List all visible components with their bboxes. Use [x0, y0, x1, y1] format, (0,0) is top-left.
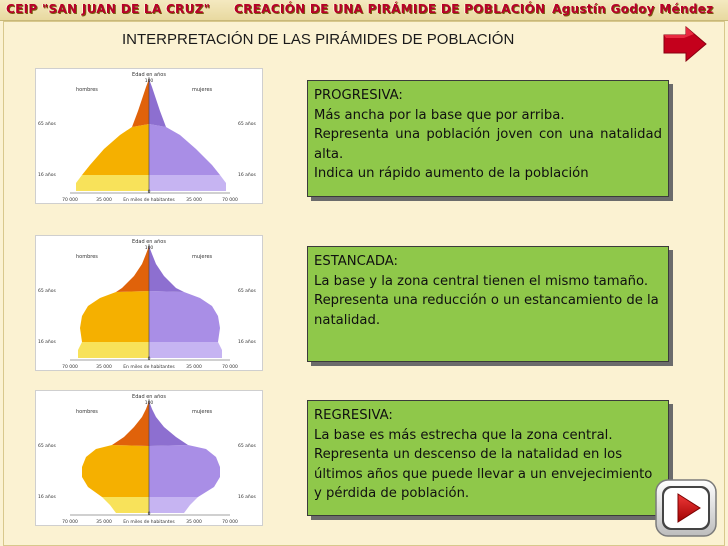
next-slide-button[interactable] [660, 25, 708, 63]
men-label: hombres [76, 254, 98, 260]
x-axis-label: En miles de habitantes [123, 364, 175, 370]
card-title: REGRESIVA: [314, 408, 393, 423]
play-icon [655, 479, 717, 537]
card-line: Representa una reducción o un estancamie… [314, 293, 659, 328]
men-bar-adult [82, 124, 149, 175]
age-16-right: 16 años [238, 339, 257, 345]
men-bar-old [132, 79, 149, 127]
tick-35000-left: 35 000 [96, 364, 112, 370]
men-bar-adult [82, 445, 149, 497]
age-65-left: 65 años [38, 443, 57, 449]
women-bar-young [149, 175, 226, 191]
men-bar-old [116, 246, 149, 292]
card-line: Más ancha por la base que por arriba. [314, 107, 565, 123]
presentation-title: CREACIÓN DE UNA PIRÁMIDE DE POBLACIÓN [234, 2, 546, 16]
card-estancada: ESTANCADA: La base y la zona central tie… [307, 246, 669, 362]
zero-label: 0 [148, 189, 151, 195]
men-bar-old [112, 401, 149, 446]
men-bar-young [102, 497, 149, 513]
men-label: hombres [76, 87, 98, 93]
tick-70000-left: 70 000 [62, 197, 78, 203]
age-16-right: 16 años [238, 494, 257, 500]
pyramid-chart-estancada: Edad en años 100 hombres mujeres 65 años… [38, 239, 257, 370]
women-bar-old [149, 79, 166, 127]
tick-35000-left: 35 000 [96, 197, 112, 203]
zero-label: 0 [148, 511, 151, 517]
tick-35000-right: 35 000 [186, 519, 202, 525]
card-title: PROGRESIVA: [314, 88, 403, 103]
age-16-right: 16 años [238, 172, 257, 178]
women-bar-adult [149, 291, 220, 342]
author-name: Agustín Godoy Méndez [552, 2, 714, 16]
top-age-label: 100 [145, 245, 154, 251]
tick-70000-right: 70 000 [222, 519, 238, 525]
card-progresiva: PROGRESIVA: Más ancha por la base que po… [307, 80, 669, 197]
card-line: Representa una población joven con una n… [314, 127, 662, 162]
school-name: CEIP "SAN JUAN DE LA CRUZ" [6, 2, 211, 16]
pyramid-chart-regresiva: Edad en años 100 hombres mujeres 65 años… [38, 394, 257, 525]
page-title: INTERPRETACIÓN DE LAS PIRÁMIDES DE POBLA… [122, 31, 515, 48]
age-65-right: 65 años [238, 121, 257, 127]
age-axis-label: Edad en años [132, 239, 166, 245]
women-label: mujeres [192, 254, 213, 260]
women-bar-young [149, 497, 198, 513]
card-title: ESTANCADA: [314, 254, 399, 269]
women-label: mujeres [192, 409, 213, 415]
tick-35000-right: 35 000 [186, 364, 202, 370]
men-label: hombres [76, 409, 98, 415]
women-bar-old [149, 246, 184, 292]
tick-35000-right: 35 000 [186, 197, 202, 203]
men-bar-young [76, 175, 149, 191]
women-bar-young [149, 342, 222, 358]
tick-70000-right: 70 000 [222, 364, 238, 370]
play-button[interactable] [654, 478, 718, 538]
card-line: La base es más estrecha que la zona cent… [314, 427, 613, 443]
tick-70000-right: 70 000 [222, 197, 238, 203]
x-axis-label: En miles de habitantes [123, 197, 175, 203]
tick-70000-left: 70 000 [62, 364, 78, 370]
age-65-left: 65 años [38, 288, 57, 294]
age-16-left: 16 años [38, 339, 57, 345]
tick-70000-left: 70 000 [62, 519, 78, 525]
age-16-left: 16 años [38, 172, 57, 178]
men-bar-young [78, 342, 149, 358]
women-bar-adult [149, 124, 220, 175]
card-line: Representa un descenso de la natalidad e… [314, 447, 653, 501]
pyramid-regresiva: Edad en años 100 hombres mujeres 65 años… [35, 390, 263, 526]
women-label: mujeres [192, 87, 213, 93]
pyramid-progresiva: Edad en años 100 hombres mujeres 65 años… [35, 68, 263, 204]
age-axis-label: Edad en años [132, 394, 166, 400]
pyramid-chart-progresiva: Edad en años 100 hombres mujeres 65 años… [38, 72, 257, 203]
header-bar: CEIP "SAN JUAN DE LA CRUZ" CREACIÓN DE U… [0, 0, 728, 21]
card-line: La base y la zona central tienen el mism… [314, 273, 649, 289]
age-axis-label: Edad en años [132, 72, 166, 78]
age-65-right: 65 años [238, 443, 257, 449]
top-age-label: 100 [145, 400, 154, 406]
age-16-left: 16 años [38, 494, 57, 500]
women-bar-adult [149, 445, 220, 497]
card-regresiva: REGRESIVA: La base es más estrecha que l… [307, 400, 669, 516]
card-line: Indica un rápido aumento de la población [314, 166, 589, 181]
women-bar-old [149, 401, 188, 446]
men-bar-adult [80, 291, 149, 342]
age-65-left: 65 años [38, 121, 57, 127]
x-axis-label: En miles de habitantes [123, 519, 175, 525]
red-right-arrow-icon [663, 25, 707, 63]
top-age-label: 100 [145, 78, 154, 84]
tick-35000-left: 35 000 [96, 519, 112, 525]
age-65-right: 65 años [238, 288, 257, 294]
zero-label: 0 [148, 356, 151, 362]
pyramid-estancada: Edad en años 100 hombres mujeres 65 años… [35, 235, 263, 371]
